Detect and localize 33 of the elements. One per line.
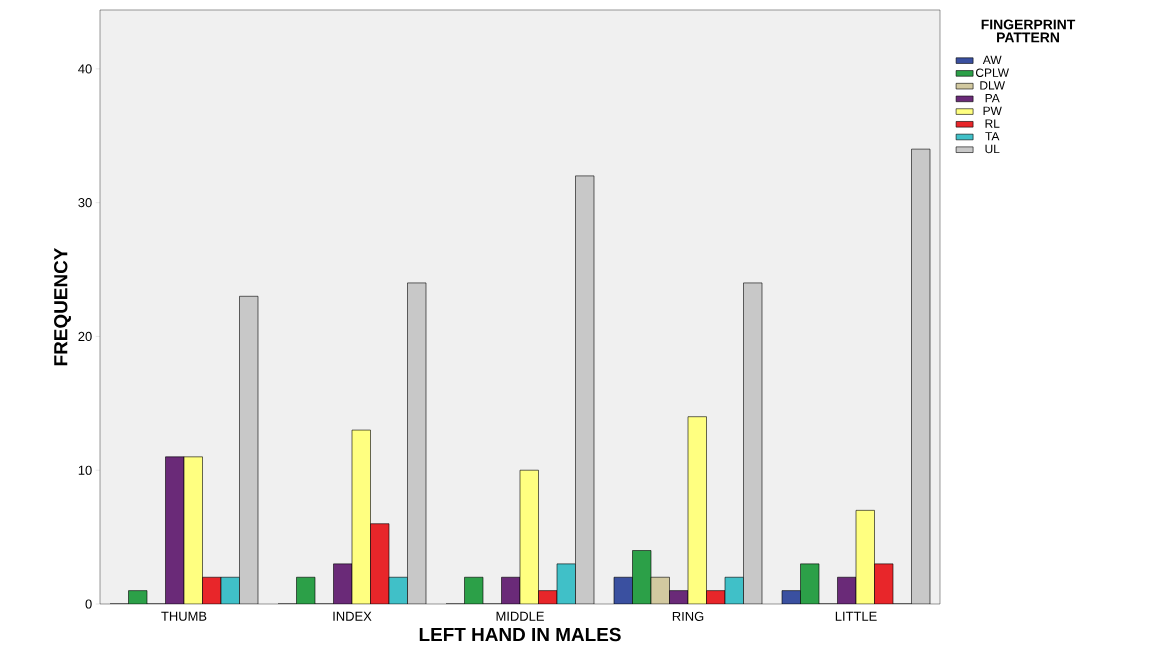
x-tick-label: LITTLE xyxy=(835,611,877,621)
bar xyxy=(407,282,427,604)
x-axis-title: LEFT HAND IN MALES xyxy=(419,627,621,642)
x-tick-label: THUMB xyxy=(161,611,207,621)
bar xyxy=(575,175,595,604)
bar xyxy=(370,523,390,604)
x-tick-label: INDEX xyxy=(333,611,372,621)
legend-title: FINGERPRINT PATTERN xyxy=(981,19,1076,43)
legend-label: PA xyxy=(985,94,1000,103)
y-tick-label: 20 xyxy=(78,331,92,342)
bar xyxy=(351,429,371,604)
y-axis-title: FREQUENCY xyxy=(54,247,71,366)
bar xyxy=(687,416,707,604)
legend-label: UL xyxy=(985,144,1000,154)
bar xyxy=(911,148,931,604)
bar xyxy=(743,282,763,604)
bar xyxy=(239,295,259,604)
legend-label: DLW xyxy=(980,81,1006,90)
legend-label: RL xyxy=(985,119,1000,128)
x-tick-label: RING xyxy=(672,611,704,621)
legend-label: CPLW xyxy=(976,68,1009,77)
bar xyxy=(519,469,539,604)
legend-label: PW xyxy=(983,106,1002,115)
y-tick-label: 10 xyxy=(78,465,92,475)
legend-label: AW xyxy=(982,55,1002,64)
bar xyxy=(855,510,875,604)
y-tick-label: 30 xyxy=(78,198,92,208)
y-tick-label: 40 xyxy=(78,64,92,74)
x-tick-label: MIDDLE xyxy=(496,611,544,621)
bar xyxy=(165,456,185,604)
bar xyxy=(183,456,203,604)
legend-label: TA xyxy=(985,132,1000,141)
y-tick-label: 0 xyxy=(85,599,92,609)
